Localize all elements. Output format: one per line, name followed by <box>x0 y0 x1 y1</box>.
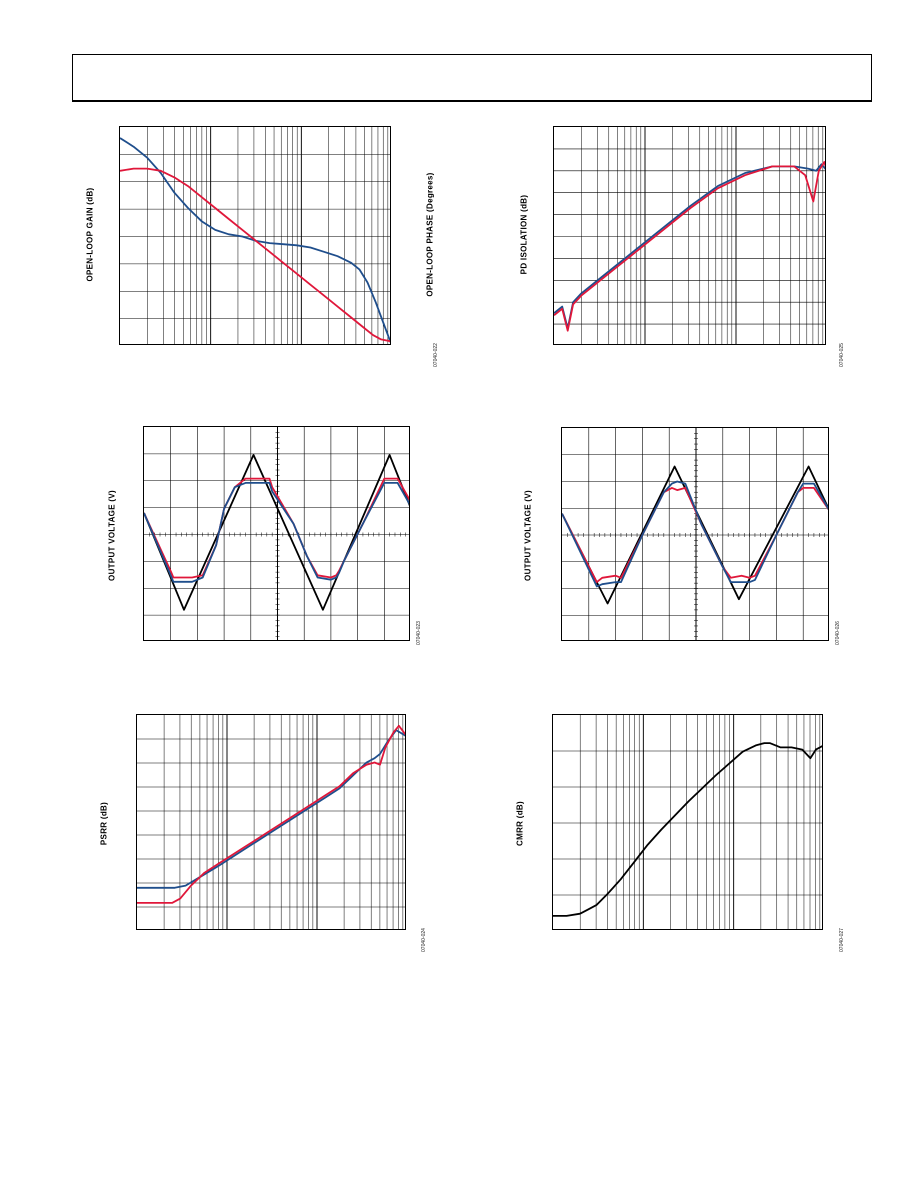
grid-lines <box>553 715 822 929</box>
series-line-red <box>120 167 390 343</box>
figure-id: 07040-027 <box>839 928 845 952</box>
series-line-red <box>137 724 405 904</box>
plot-area <box>119 126 391 345</box>
chart-svg <box>144 427 409 640</box>
figure-id: 07040-024 <box>421 928 427 952</box>
series-line-red <box>554 161 825 332</box>
figure-id: 07040-023 <box>416 621 422 645</box>
figure-id: 07040-022 <box>433 343 439 367</box>
y-axis-label: CMRR (dB) <box>515 801 525 846</box>
plot-area <box>143 426 410 641</box>
y-axis-label: PD ISOLATION (dB) <box>519 194 529 275</box>
series-line-blue <box>144 482 409 583</box>
plot-area <box>552 714 823 930</box>
figure-id: 07040-025 <box>839 343 845 367</box>
series-line-black <box>144 453 409 611</box>
chart-svg <box>554 127 825 344</box>
y-axis-label: PSRR (dB) <box>99 801 109 846</box>
series-line-blue <box>562 480 828 588</box>
plot-area <box>553 126 826 345</box>
series-line-black <box>562 465 828 605</box>
chart-svg <box>120 127 390 344</box>
chart-svg <box>553 715 822 929</box>
series-line-black <box>553 742 822 917</box>
y-axis-label: OPEN-LOOP GAIN (dB) <box>85 187 95 282</box>
y-axis-label: OUTPUT VOLTAGE (V) <box>523 490 533 581</box>
grid-lines <box>120 127 390 344</box>
grid-lines <box>554 127 825 344</box>
plot-area <box>561 427 829 641</box>
series-line-blue <box>120 137 390 344</box>
y-axis-label: OUTPUT VOLTAGE (V) <box>107 490 117 581</box>
chart-svg <box>137 715 405 929</box>
series-line-blue <box>554 163 825 330</box>
y2-axis-label: OPEN-LOOP PHASE (Degrees) <box>425 172 435 297</box>
chart-svg <box>562 428 828 640</box>
grid-lines <box>562 428 828 640</box>
grid-lines <box>137 715 405 929</box>
page-header-box <box>72 54 872 102</box>
plot-area <box>136 714 406 930</box>
figure-id: 07040-026 <box>835 621 841 645</box>
series-line-blue <box>137 729 405 889</box>
